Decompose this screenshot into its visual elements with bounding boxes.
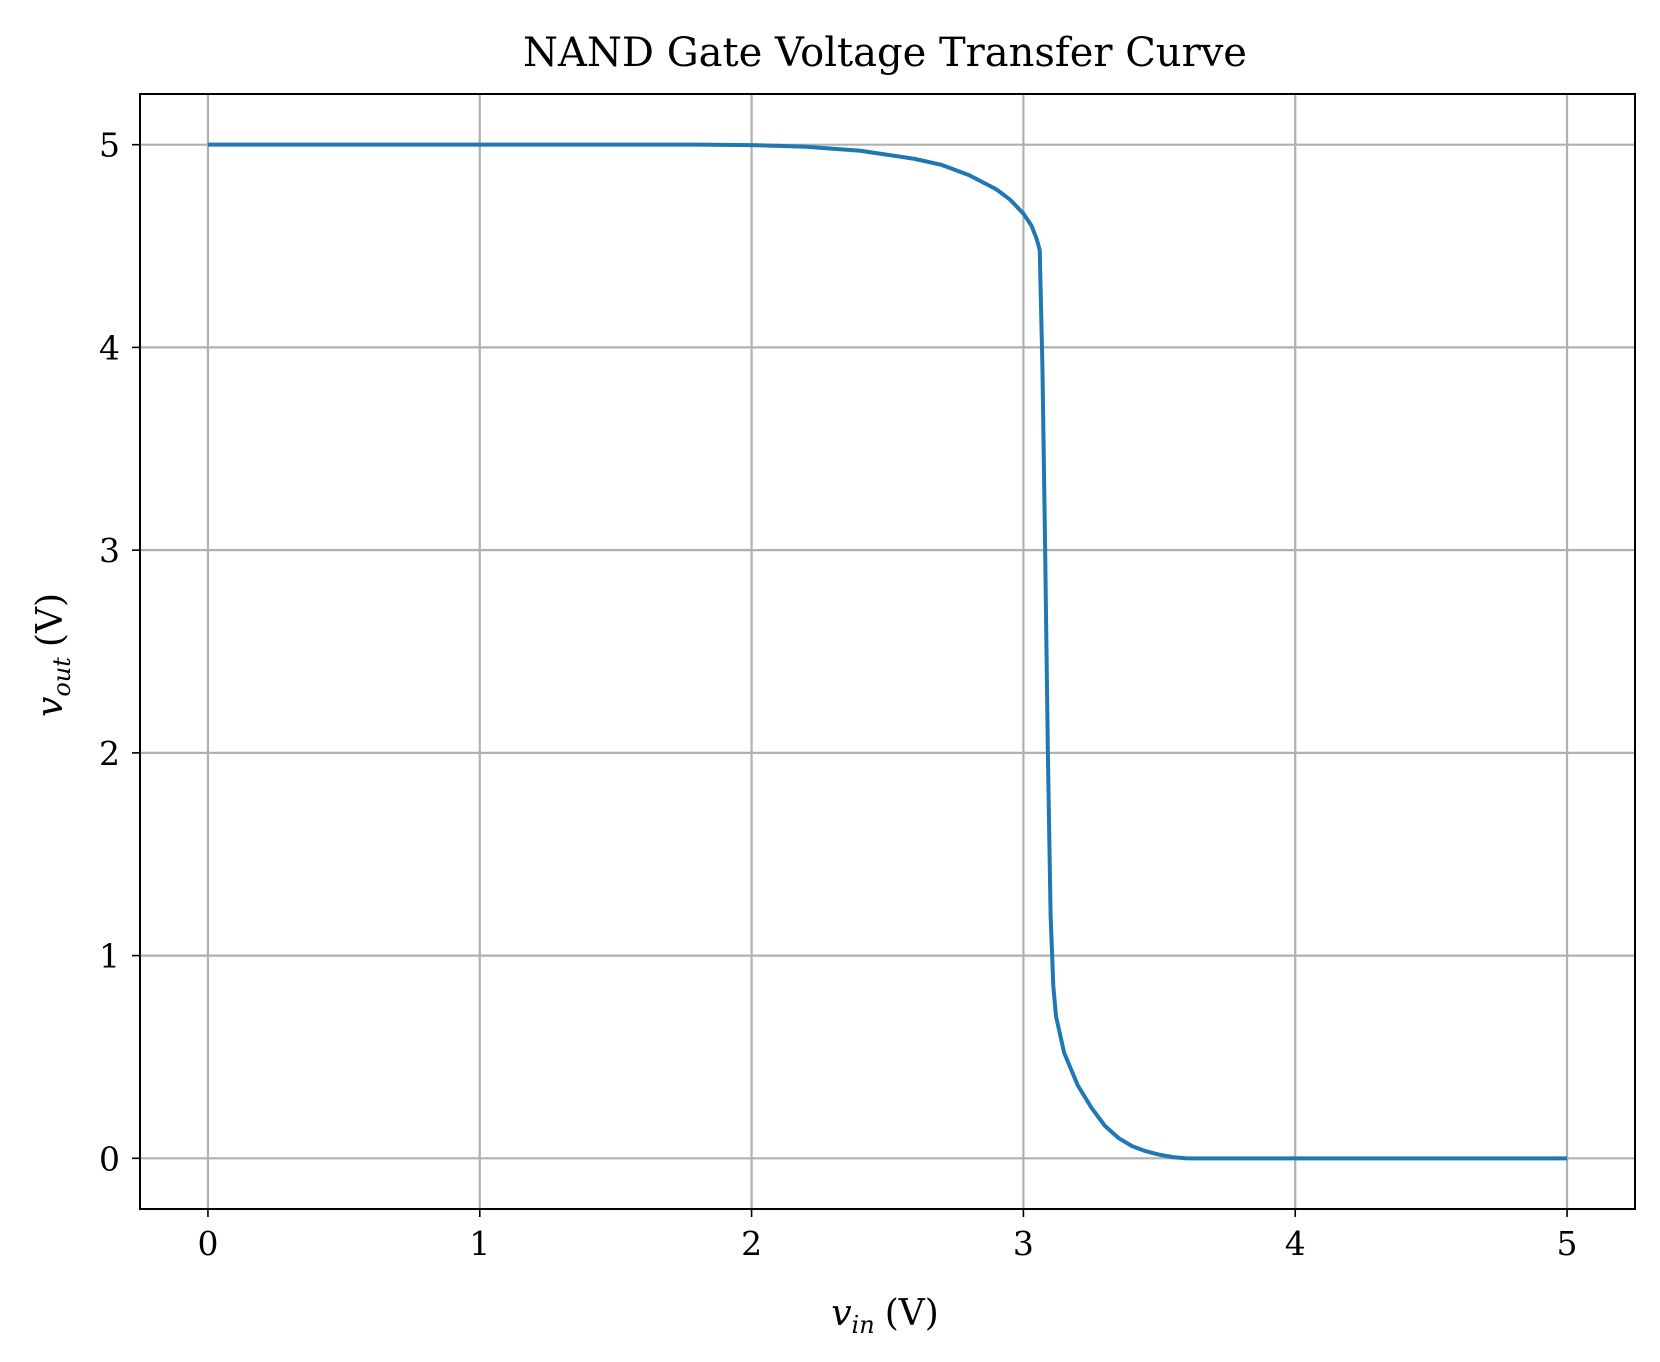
x-axis-var: v [831,1293,851,1334]
x-tick-label: 0 [197,1224,218,1263]
y-axis-sub: out [48,657,76,697]
plot-frame [139,93,1636,1210]
x-tick-label: 2 [741,1224,762,1263]
y-tick-label: 1 [99,937,120,976]
y-axis-var: v [30,697,71,717]
series-line [207,142,1568,1161]
x-axis-label: vin (V) [831,1293,939,1339]
x-axis-sub: in [852,1311,875,1339]
x-tick-label: 1 [469,1224,490,1263]
x-tick-label: 4 [1285,1224,1306,1263]
chart-title: NAND Gate Voltage Transfer Curve [523,30,1247,76]
y-tick-label: 0 [99,1139,120,1178]
y-axis-label: vout (V) [30,593,76,717]
y-tick-label: 3 [99,531,120,570]
y-tick-label: 4 [99,328,120,367]
x-tick-label: 3 [1013,1224,1034,1263]
grid [140,94,1635,1209]
y-tick-label: 2 [99,734,120,773]
ticks: 0 1 2 3 4 5 0 1 2 3 4 5 [99,126,1578,1263]
y-tick-label: 5 [99,126,120,165]
series-layer [207,142,1568,1161]
y-axis-unit: (V) [30,593,71,647]
x-axis-unit: (V) [885,1293,939,1334]
x-tick-label: 5 [1557,1224,1578,1263]
